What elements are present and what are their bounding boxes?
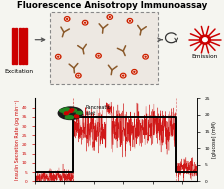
Circle shape: [77, 75, 80, 77]
Circle shape: [129, 20, 131, 22]
Circle shape: [76, 73, 81, 78]
Circle shape: [75, 116, 79, 118]
Circle shape: [121, 73, 126, 78]
Circle shape: [127, 19, 133, 23]
Circle shape: [133, 71, 136, 73]
Bar: [19, 28, 21, 64]
Circle shape: [129, 20, 130, 21]
Text: Fluorescence Anisotropy Immunoassay: Fluorescence Anisotropy Immunoassay: [17, 1, 207, 10]
Bar: [25, 28, 27, 64]
Text: Emission: Emission: [192, 54, 218, 59]
Text: Pancreatic
islet: Pancreatic islet: [85, 105, 110, 116]
Circle shape: [203, 38, 207, 42]
Circle shape: [122, 75, 124, 77]
FancyBboxPatch shape: [50, 12, 158, 84]
Circle shape: [71, 109, 77, 112]
Circle shape: [144, 56, 147, 58]
Text: Excitation: Excitation: [4, 69, 34, 74]
Bar: [15, 28, 17, 64]
Bar: [22, 28, 24, 64]
Circle shape: [68, 116, 73, 119]
Circle shape: [96, 53, 101, 58]
Circle shape: [134, 71, 135, 72]
Circle shape: [66, 110, 72, 113]
Circle shape: [64, 113, 68, 115]
Circle shape: [84, 22, 86, 24]
Circle shape: [56, 54, 61, 59]
Circle shape: [63, 112, 69, 115]
Circle shape: [65, 112, 69, 114]
Circle shape: [107, 15, 112, 19]
Circle shape: [74, 115, 78, 117]
Circle shape: [78, 75, 79, 76]
Circle shape: [57, 56, 59, 58]
Circle shape: [145, 56, 146, 57]
Circle shape: [85, 22, 86, 23]
Circle shape: [98, 55, 99, 56]
Y-axis label: Insulin Secretion Rate (pg min⁻¹): Insulin Secretion Rate (pg min⁻¹): [15, 100, 20, 180]
Circle shape: [65, 17, 70, 21]
Circle shape: [82, 20, 88, 25]
Circle shape: [70, 109, 74, 111]
Circle shape: [58, 107, 83, 119]
Circle shape: [66, 18, 68, 20]
Bar: [12, 28, 14, 64]
Circle shape: [123, 75, 124, 76]
Circle shape: [97, 55, 100, 57]
Circle shape: [200, 35, 210, 44]
Circle shape: [143, 54, 148, 59]
Circle shape: [132, 70, 137, 74]
Circle shape: [64, 108, 69, 111]
Circle shape: [76, 111, 82, 114]
Circle shape: [109, 16, 111, 18]
Circle shape: [65, 116, 71, 119]
Circle shape: [58, 56, 59, 57]
Circle shape: [60, 109, 66, 112]
Circle shape: [69, 110, 73, 112]
Y-axis label: [glucose] (mM): [glucose] (mM): [212, 121, 217, 158]
